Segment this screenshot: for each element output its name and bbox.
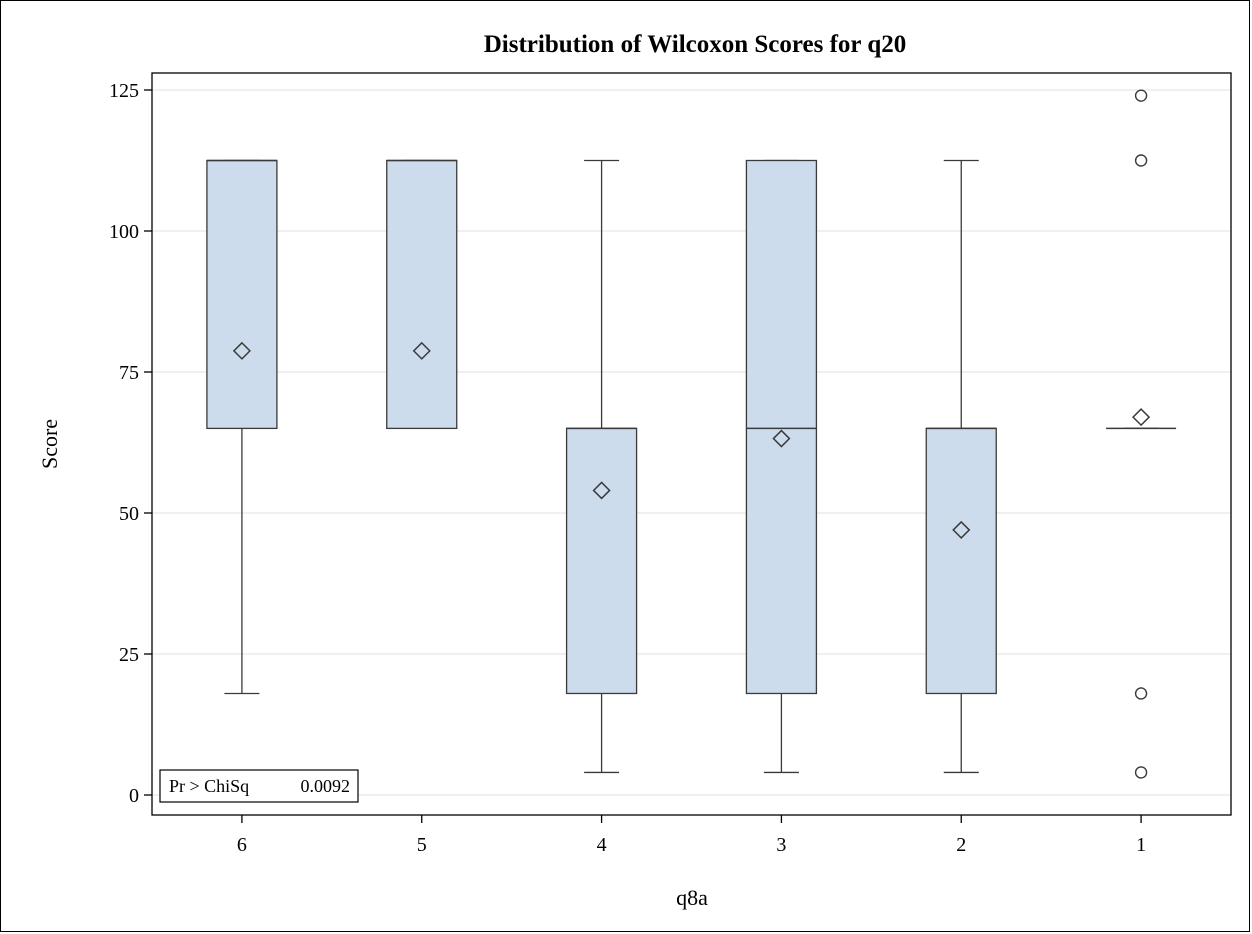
y-axis-label: Score <box>37 419 62 469</box>
x-tick-label: 6 <box>237 834 247 856</box>
y-tick-label: 50 <box>119 503 139 525</box>
box-group-4 <box>565 159 638 774</box>
outlier-point <box>1134 687 1148 700</box>
y-tick-label: 25 <box>119 644 139 666</box>
chart-title: Distribution of Wilcoxon Scores for q20 <box>484 31 907 58</box>
iqr-box <box>386 159 458 430</box>
box-group-6 <box>206 159 278 695</box>
pvalue-value: 0.0092 <box>301 776 351 796</box>
iqr-box <box>925 427 997 695</box>
iqr-box <box>745 159 818 695</box>
x-tick-label: 4 <box>597 834 607 856</box>
y-tick-label: 100 <box>109 221 139 243</box>
mean-marker <box>592 481 611 500</box>
y-tick-label: 0 <box>129 785 139 807</box>
x-tick-label: 2 <box>956 834 966 856</box>
x-axis-label: q8a <box>676 885 708 910</box>
x-tick-label: 5 <box>417 834 427 856</box>
x-tick-label: 3 <box>776 834 786 856</box>
iqr-box <box>206 159 278 430</box>
y-tick-label: 125 <box>109 80 139 102</box>
mean-marker <box>1132 408 1151 427</box>
boxes <box>206 89 1177 779</box>
box-group-3 <box>745 159 818 774</box>
outlier-point <box>1134 766 1148 779</box>
box-group-2 <box>925 159 997 774</box>
mean-marker <box>412 341 431 360</box>
pvalue-inset-border <box>159 769 359 803</box>
mean-marker <box>232 341 251 360</box>
x-tick-label: 1 <box>1136 834 1146 856</box>
mean-marker <box>772 429 791 448</box>
box-group-5 <box>386 159 458 430</box>
box-group-1 <box>1106 89 1177 779</box>
y-tick-label: 75 <box>119 362 139 384</box>
grid-lines <box>152 89 1231 796</box>
outlier-point <box>1134 154 1148 167</box>
pvalue-label: Pr > ChiSq <box>169 776 249 796</box>
axes: 0 25 50 75 100 125 6 5 4 3 2 1 <box>109 72 1232 856</box>
plot-area-border <box>151 72 1232 816</box>
iqr-box <box>565 427 638 695</box>
pvalue-inset: Pr > ChiSq 0.0092 <box>159 769 359 803</box>
outlier-point <box>1134 89 1148 102</box>
mean-marker <box>952 520 971 539</box>
